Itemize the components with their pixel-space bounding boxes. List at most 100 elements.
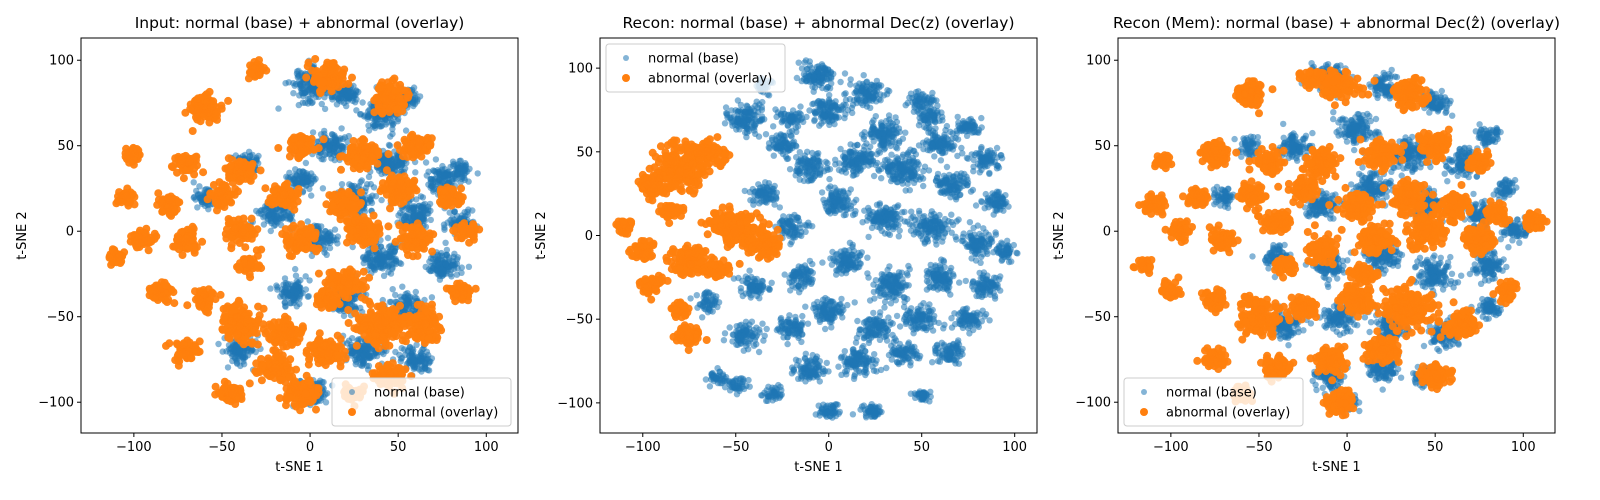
scatter-point bbox=[319, 135, 328, 144]
scatter-point bbox=[304, 178, 311, 185]
scatter-point bbox=[292, 282, 299, 289]
scatter-point bbox=[170, 242, 179, 251]
scatter-point bbox=[341, 195, 350, 204]
scatter-point bbox=[233, 330, 242, 339]
scatter-point bbox=[320, 156, 327, 163]
scatter-point bbox=[296, 152, 304, 161]
scatter-point bbox=[115, 252, 123, 261]
scatter-point bbox=[373, 260, 380, 268]
scatter-point bbox=[390, 120, 397, 127]
scatter-point bbox=[259, 325, 268, 334]
scatter-point bbox=[319, 185, 327, 192]
scatter-point bbox=[370, 237, 379, 246]
scatter-point bbox=[130, 200, 139, 209]
scatter-point bbox=[194, 105, 203, 114]
scatter-point bbox=[387, 249, 395, 256]
scatter-point bbox=[107, 260, 116, 269]
scatter-point bbox=[375, 229, 384, 238]
scatter-point bbox=[380, 94, 389, 103]
scatter-point bbox=[357, 199, 365, 207]
scatter-point bbox=[361, 239, 370, 248]
scatter-point bbox=[254, 302, 263, 311]
scatter-point bbox=[269, 331, 277, 340]
scatter-point bbox=[290, 180, 297, 187]
scatter-point bbox=[386, 142, 394, 149]
scatter-point bbox=[204, 285, 213, 294]
scatter-point bbox=[233, 313, 241, 322]
scatter-point bbox=[135, 239, 144, 247]
scatter-point bbox=[458, 175, 465, 183]
scatter-point bbox=[193, 115, 202, 124]
scatter-point bbox=[213, 200, 222, 209]
scatter-point bbox=[394, 194, 403, 202]
scatter-point bbox=[235, 157, 244, 166]
scatter-point bbox=[353, 107, 360, 114]
scatter-point bbox=[240, 225, 248, 234]
scatter-point bbox=[185, 157, 194, 166]
scatter-point bbox=[387, 171, 396, 180]
scatter-point bbox=[370, 121, 377, 128]
scatter-point bbox=[296, 173, 303, 180]
scatter-point bbox=[311, 55, 320, 63]
plot-area bbox=[105, 55, 484, 415]
scatter-point bbox=[406, 144, 415, 153]
scatter-point bbox=[370, 108, 379, 117]
scatter-point bbox=[253, 207, 260, 215]
scatter-point bbox=[354, 163, 363, 172]
scatter-point bbox=[287, 214, 294, 221]
scatter-point bbox=[339, 80, 348, 89]
scatter-point bbox=[297, 81, 304, 89]
scatter-point bbox=[384, 150, 393, 159]
scatter-point bbox=[278, 290, 286, 297]
scatter-point bbox=[227, 161, 236, 170]
scatter-point bbox=[306, 185, 313, 193]
scatter-point bbox=[304, 218, 311, 225]
scatter-point bbox=[404, 186, 413, 195]
scatter-point bbox=[289, 142, 298, 151]
scatter-point bbox=[293, 303, 300, 310]
scatter-point bbox=[396, 180, 405, 188]
scatter-point bbox=[349, 349, 356, 356]
scatter-point bbox=[126, 151, 135, 160]
scatter-point bbox=[309, 129, 317, 136]
scatter-point bbox=[410, 102, 417, 110]
scatter-point bbox=[231, 224, 240, 233]
scatter-point bbox=[243, 338, 252, 347]
scatter-point bbox=[267, 285, 274, 292]
scatter-point bbox=[337, 165, 345, 174]
scatter-point bbox=[256, 166, 265, 175]
scatter-point bbox=[288, 329, 297, 338]
scatter-point bbox=[432, 156, 440, 163]
scatter-point bbox=[424, 366, 431, 374]
scatter-point bbox=[178, 251, 187, 259]
scatter-point bbox=[302, 159, 310, 167]
scatter-point bbox=[413, 219, 422, 228]
scatter-point bbox=[346, 181, 353, 188]
scatter-point bbox=[306, 277, 313, 284]
scatter-point bbox=[245, 148, 253, 155]
scatter-point bbox=[380, 272, 388, 279]
scatter-point bbox=[327, 68, 336, 77]
scatter-point bbox=[157, 198, 166, 207]
scatter-point bbox=[215, 340, 222, 348]
scatter-point bbox=[194, 94, 202, 103]
scatter-point bbox=[427, 216, 434, 224]
scatter-point bbox=[363, 161, 372, 170]
scatter-point bbox=[207, 103, 216, 112]
scatter-point bbox=[117, 198, 126, 207]
scatter-point bbox=[206, 296, 215, 305]
scatter-point bbox=[331, 226, 339, 233]
scatter-point bbox=[453, 176, 460, 183]
scatter-point bbox=[285, 245, 294, 253]
scatter-point bbox=[402, 127, 410, 134]
scatter-point bbox=[209, 181, 218, 189]
scatter-point bbox=[331, 94, 338, 101]
scatter-point bbox=[300, 90, 308, 97]
scatter-point bbox=[184, 243, 193, 252]
scatter-point bbox=[287, 190, 295, 198]
scatter-point bbox=[164, 203, 173, 212]
scatter-point bbox=[449, 226, 458, 235]
scatter-point bbox=[144, 236, 153, 245]
scatter-point bbox=[246, 167, 255, 176]
scatter-point bbox=[183, 301, 192, 310]
